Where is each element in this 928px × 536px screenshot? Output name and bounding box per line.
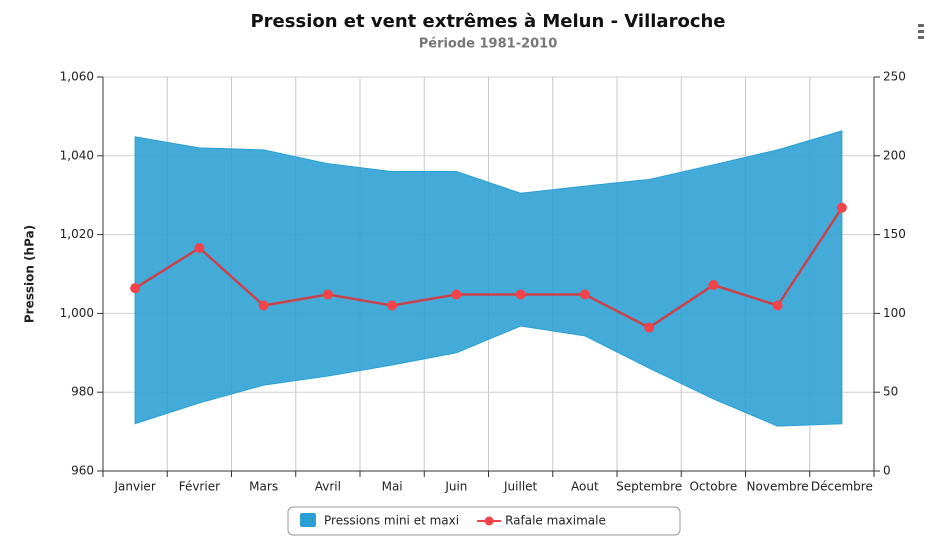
gust-point (258, 300, 269, 311)
gust-point (579, 289, 590, 300)
x-tick-label: Novembre (747, 480, 809, 494)
x-tick-label: Mai (382, 480, 403, 494)
y-tick-label: 980 (71, 385, 94, 399)
x-tick-label: Juin (444, 480, 467, 494)
legend: Pressions mini et maxi Rafale maximale (287, 506, 681, 536)
legend-label: Rafale maximale (505, 514, 606, 528)
y-tick-label: 960 (71, 464, 94, 478)
gust-point (515, 289, 526, 300)
gust-point (708, 280, 719, 291)
gust-point (644, 322, 655, 333)
legend-label: Pressions mini et maxi (324, 514, 459, 528)
gust-line (134, 207, 843, 330)
x-tick-label: Aout (571, 480, 599, 494)
x-tick-label: Septembre (616, 480, 682, 494)
gust-point (322, 289, 333, 300)
y2-tick-label: 100 (883, 306, 906, 320)
menu-bar[interactable] (918, 30, 924, 33)
y-tick-label: 1,020 (60, 227, 94, 241)
pressure-range-area (134, 130, 843, 427)
chart-title: Pression et vent extrêmes à Melun - Vill… (250, 11, 725, 32)
y2-tick-label: 0 (883, 464, 891, 478)
menu-bar[interactable] (918, 24, 924, 27)
gust-point (387, 300, 398, 311)
legend-swatch (300, 513, 316, 527)
chart-subtitle: Période 1981-2010 (419, 37, 558, 52)
x-tick-label: Janvier (114, 480, 156, 494)
y2-tick-label: 50 (883, 385, 898, 399)
y2-tick-label: 200 (883, 148, 906, 162)
gust-point (130, 283, 141, 294)
y2-tick-label: 250 (883, 70, 906, 84)
x-tick-label: Décembre (811, 480, 873, 494)
x-tick-label: Février (179, 480, 220, 494)
y-axis-title: Pression (hPa) (23, 225, 37, 323)
gust-point (194, 242, 205, 253)
y-tick-label: 1,060 (60, 70, 94, 84)
x-tick-label: Juillet (503, 480, 538, 494)
menu-icon[interactable] (918, 24, 924, 39)
gust-point (772, 300, 783, 311)
gust-point (451, 289, 462, 300)
menu-bar[interactable] (918, 36, 924, 39)
legend-marker (484, 516, 494, 526)
x-tick-label: Avril (315, 480, 341, 494)
y2-tick-label: 150 (883, 227, 906, 241)
y-tick-label: 1,040 (60, 148, 94, 162)
x-tick-label: Octobre (689, 480, 737, 494)
y-tick-label: 1,000 (60, 306, 94, 320)
gust-point (836, 202, 847, 213)
x-tick-label: Mars (249, 480, 278, 494)
